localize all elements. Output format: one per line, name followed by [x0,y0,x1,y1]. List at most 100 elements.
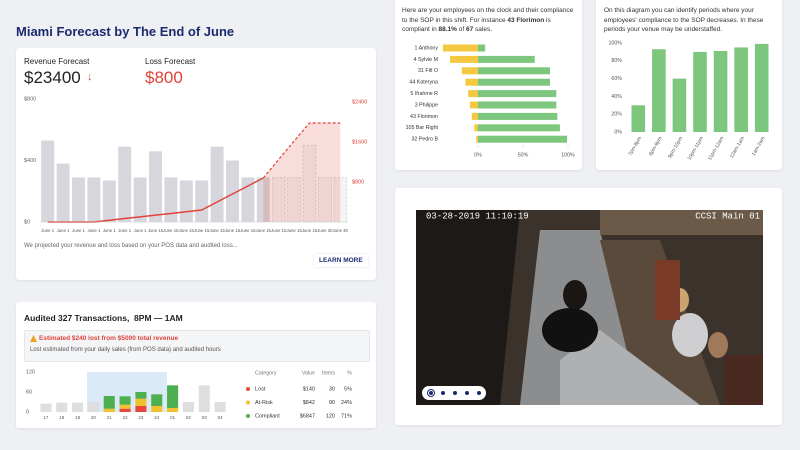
x-tick-label: 22 [123,415,129,420]
bar [713,51,728,133]
x-tick-label: 17 [43,415,49,420]
alert-text: Estimated $240 lost from $5000 total rev… [39,335,179,342]
x-tick-label: June 15 [209,228,225,233]
carousel-dot[interactable] [427,389,435,397]
y-tick-label: 60% [611,76,622,82]
compliance-bar [465,78,478,86]
camera-timestamp: 03-28-2019 11:10:19 [426,211,529,221]
carousel-dot[interactable] [477,391,481,395]
forecast-bar [333,177,348,223]
employee-name: 5 Ifrahme R [410,91,438,97]
compliance-bar [478,135,568,143]
table-cell: 120 [326,413,335,419]
table-cell: 5% [344,386,352,392]
compliance-bar [461,67,478,75]
table-header: % [347,370,352,376]
stacked-segment [40,403,52,412]
y-tick-label: $0 [24,219,30,225]
text: 88.1% [438,26,457,33]
alert-icon [30,335,37,342]
forecast-title: Miami Forecast by The End of June [16,24,235,39]
employee-name: 105 Bar Right [406,125,439,131]
x-tick-label: 12am-1am [729,136,746,160]
forecast-note: We projected your revenue and loss based… [24,243,238,249]
stacked-segment [167,408,179,412]
loss-area [263,123,341,222]
carousel-dot[interactable] [441,391,445,395]
x-tick-label: 18 [59,415,65,420]
compliance-bar [478,44,486,52]
forecast-card [16,48,376,280]
legend-dot [246,387,250,391]
table-cell: 24% [341,400,352,406]
employee-name: 31 Fifi O [418,68,438,74]
compliance-bar [478,55,535,63]
bar [256,177,270,222]
revenue-value: $23400 [24,68,81,87]
revenue-trend: ↓ [87,71,93,83]
compliance-bar [478,101,557,109]
forecast-bar [271,177,286,223]
stacked-segment [151,406,163,412]
x-tick-label: 9pm-10pm [667,136,684,160]
loss-label: Loss Forecast [145,57,196,66]
y-tick-label: 100% [608,40,622,46]
x-tick-label: June 15 [240,228,256,233]
y-tick-label: $400 [24,158,36,164]
x-tick-label: 1am-2am [751,136,767,157]
stacked-segment [56,402,68,412]
stacked-segment [119,396,131,405]
bar [693,51,707,132]
text: 67 [465,26,474,33]
x-tick-label: June 1 [41,228,55,233]
table-cell: $140 [303,386,315,392]
text: of [456,26,466,33]
table-header: Items [322,370,335,376]
legend-label: Compliant [255,413,280,419]
bar [133,177,147,222]
x-tick-label: June 30 [333,228,349,233]
x-tick-label: 10pm-11pm [687,136,705,162]
stacked-segment [151,394,163,406]
x-tick-label: 21 [107,415,113,420]
table-cell: 90 [329,400,335,406]
table-header: Value [302,370,315,376]
x-tick-label: June 1 [103,228,117,233]
bar [72,177,85,222]
y2-tick-label: $2400 [352,99,367,105]
compliance-bar [468,90,478,98]
x-tick-label: 19 [75,415,81,420]
carousel-dot[interactable] [465,391,469,395]
periods-card [596,0,782,170]
periods-text: On this diagram you can identify periods… [604,7,764,33]
compliance-bar [442,44,478,52]
employee-name: 3 Philippe [415,102,438,108]
stacked-segment [103,408,115,412]
carousel-dot[interactable] [429,391,433,395]
legend-label: At-Risk [255,400,273,406]
x-tick-label: 04 [218,415,224,420]
x-tick-label: 8pm-9pm [648,136,664,157]
table-cell: 71% [341,413,352,419]
carousel-dot[interactable] [453,391,457,395]
bar [734,47,748,133]
camera-name: CCSI Main 01 [695,211,760,221]
x-tick-label: June 15 [163,228,179,233]
bar [754,43,769,132]
x-tick-label: 0% [474,152,482,158]
stacked-segment [214,402,226,412]
x-tick-label: June 15 [271,228,287,233]
y2-tick-label: $1600 [352,139,367,145]
table-header: Category [255,370,277,376]
x-tick-label: June 1 [57,228,71,233]
loss-forecast-line [262,122,341,179]
legend-label: Lost [255,386,266,392]
x-tick-label: June 15 [302,228,318,233]
y-tick-label: $800 [24,96,36,102]
compliance-bar [478,67,550,75]
x-tick-label: June 15 [179,228,195,233]
learn-more-button[interactable]: LEARN MORE [314,254,368,267]
bar [41,140,55,222]
